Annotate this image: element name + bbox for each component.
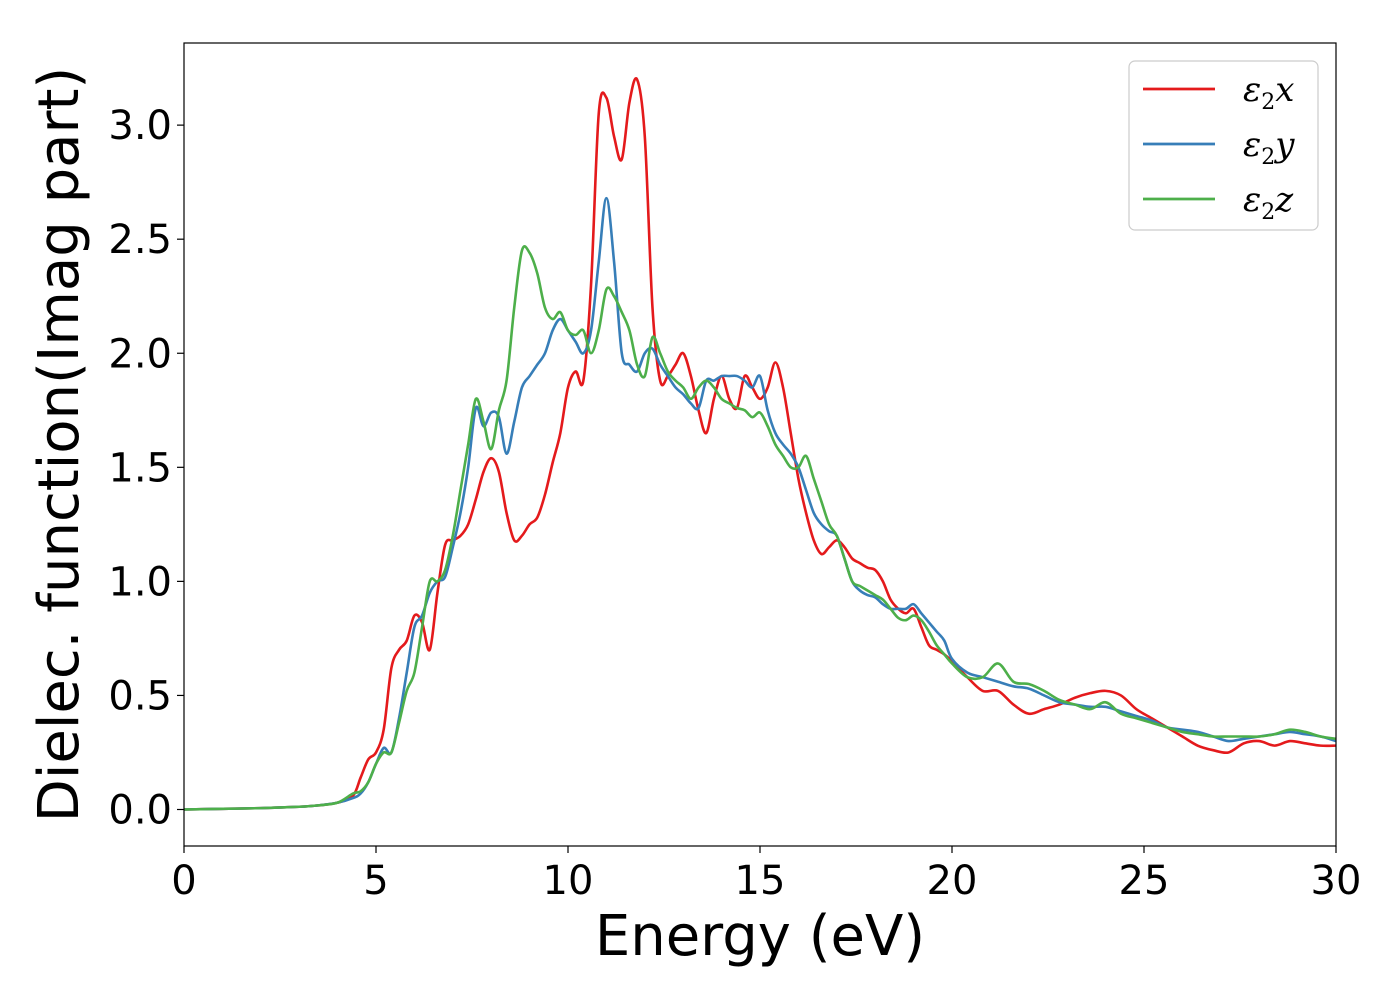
series-layer bbox=[184, 76, 1336, 811]
x-tick-label: 5 bbox=[363, 858, 388, 904]
legend-label-y: ε2y bbox=[1243, 125, 1295, 170]
series-line-y bbox=[184, 196, 1336, 811]
x-tick-label: 30 bbox=[1311, 858, 1362, 904]
x-tick-label: 0 bbox=[171, 858, 196, 904]
y-tick-label: 1.5 bbox=[108, 445, 172, 491]
y-tick-label: 0.5 bbox=[108, 673, 172, 719]
x-tick-label: 20 bbox=[927, 858, 978, 904]
legend: ε2x ε2y ε2z bbox=[1128, 60, 1319, 231]
y-tick-label: 3.0 bbox=[108, 103, 172, 149]
axes-layer: 0 5 10 15 20 25 30 0.0 0.5 1.0 1.5 2.0 2.5 3.0 bbox=[108, 42, 1362, 904]
x-axis-title: Energy (eV) bbox=[595, 904, 925, 969]
y-tick-label: 1.0 bbox=[108, 559, 172, 605]
legend-label-z: ε2z bbox=[1243, 180, 1294, 225]
x-tick-label: 15 bbox=[735, 858, 786, 904]
legend-box bbox=[1128, 60, 1319, 231]
y-axis-title: Dielec. function(Imag part) bbox=[27, 67, 92, 823]
y-tick-label: 2.0 bbox=[108, 331, 172, 377]
series-line-z bbox=[184, 245, 1336, 811]
x-tick-label: 10 bbox=[543, 858, 594, 904]
y-tick-label: 0.0 bbox=[108, 788, 172, 834]
x-tick-label: 25 bbox=[1119, 858, 1170, 904]
legend-label-x: ε2x bbox=[1243, 70, 1294, 115]
y-tick-label: 2.5 bbox=[108, 217, 172, 263]
